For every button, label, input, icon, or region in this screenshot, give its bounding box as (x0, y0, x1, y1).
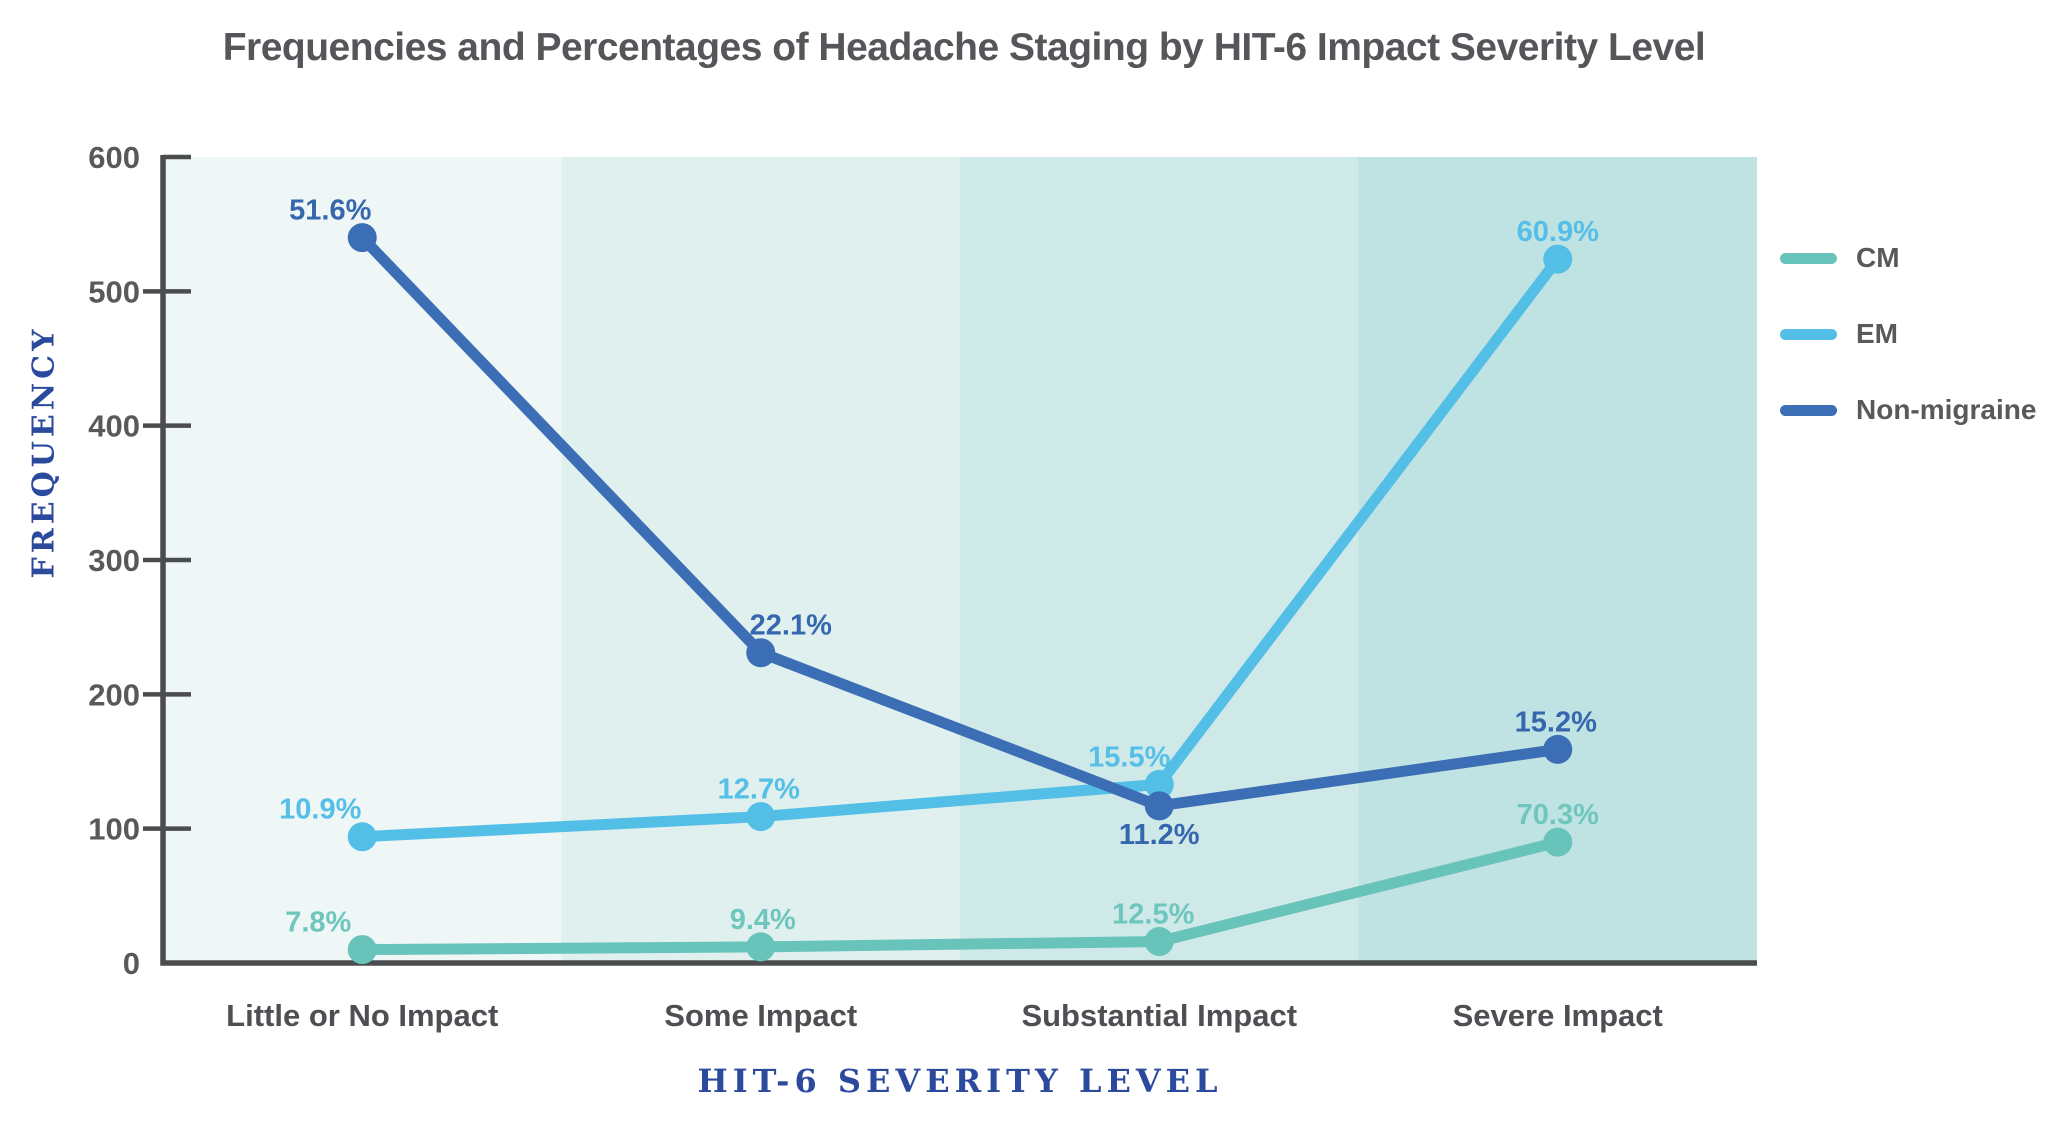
data-point-em-some-impact (746, 802, 776, 832)
legend-label-cm: CM (1856, 242, 1900, 273)
chart-title: Frequencies and Percentages of Headache … (222, 26, 1706, 69)
data-point-non-migraine-some-impact (746, 638, 776, 668)
y-tick-label-600: 600 (88, 140, 140, 175)
legend-label-em: EM (1856, 318, 1898, 349)
data-point-em-substantial-impact (1144, 769, 1174, 799)
x-category-label-little-or-no-impact: Little or No Impact (226, 998, 498, 1033)
data-label-non-migraine-little-or-no-impact: 51.6% (289, 195, 371, 227)
series-line-em (356, 253, 1564, 843)
legend-item-cm: CM (1780, 242, 2036, 274)
data-point-cm-severe-impact (1543, 827, 1573, 857)
x-category-label-some-impact: Some Impact (664, 998, 857, 1033)
data-label-cm-some-impact: 9.4% (730, 904, 796, 936)
data-point-non-migraine-substantial-impact (1144, 791, 1174, 821)
data-point-cm-some-impact (746, 932, 776, 962)
series-line-non-migraine (356, 232, 1564, 812)
x-category-label-severe-impact: Severe Impact (1453, 998, 1663, 1033)
y-tick-label-300: 300 (88, 543, 140, 578)
legend-swatch-em (1780, 328, 1837, 340)
y-tick-label-100: 100 (88, 812, 140, 847)
severity-band-some-impact (561, 157, 960, 963)
series-line-cm (356, 836, 1564, 956)
data-label-em-substantial-impact: 15.5% (1088, 741, 1170, 773)
x-axis-title: HIT-6 SEVERITY LEVEL (697, 1062, 1223, 1100)
legend: CM EM Non-migraine (1780, 242, 2036, 470)
data-label-cm-substantial-impact: 12.5% (1112, 899, 1194, 931)
data-label-non-migraine-severe-impact: 15.2% (1515, 706, 1597, 738)
data-label-non-migraine-some-impact: 22.1% (750, 610, 832, 642)
data-label-cm-little-or-no-impact: 7.8% (285, 907, 351, 939)
data-point-em-little-or-no-impact (347, 822, 377, 852)
legend-item-non-migraine: Non-migraine (1780, 394, 2036, 426)
severity-band-substantial-impact (960, 157, 1359, 963)
data-label-em-little-or-no-impact: 10.9% (279, 794, 361, 826)
axis-lines (160, 155, 1757, 966)
data-point-cm-little-or-no-impact (347, 935, 377, 965)
data-point-cm-substantial-impact (1144, 927, 1174, 957)
data-point-em-severe-impact (1543, 244, 1573, 274)
y-tick-label-200: 200 (88, 677, 140, 712)
legend-swatch-non-migraine (1780, 404, 1837, 416)
data-label-em-severe-impact: 60.9% (1517, 216, 1599, 248)
data-label-non-migraine-substantial-impact: 11.2% (1119, 819, 1200, 851)
data-label-cm-severe-impact: 70.3% (1517, 799, 1599, 831)
x-category-label-substantial-impact: Substantial Impact (1021, 998, 1297, 1033)
data-label-em-some-impact: 12.7% (718, 774, 800, 806)
legend-label-non-migraine: Non-migraine (1856, 394, 2037, 425)
y-tick-label-500: 500 (88, 274, 140, 309)
data-point-non-migraine-little-or-no-impact (347, 223, 377, 253)
y-axis-title: FREQUENCY (26, 325, 62, 579)
data-point-non-migraine-severe-impact (1543, 734, 1573, 764)
y-tick-label-0: 0 (123, 946, 140, 981)
legend-item-em: EM (1780, 318, 2036, 350)
legend-swatch-cm (1780, 252, 1837, 264)
y-tick-label-400: 400 (88, 409, 140, 444)
